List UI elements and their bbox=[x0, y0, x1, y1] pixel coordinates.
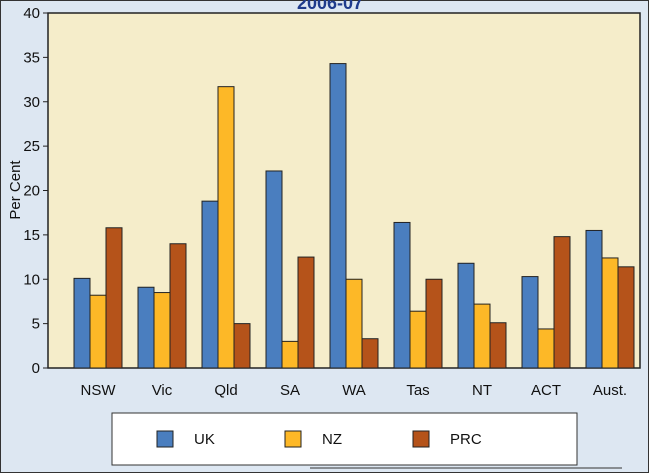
y-tick-label: 0 bbox=[32, 360, 40, 377]
bar bbox=[601, 257, 619, 369]
y-tick-label: 40 bbox=[23, 5, 40, 22]
bar bbox=[345, 278, 363, 369]
bar bbox=[329, 63, 347, 369]
bar bbox=[137, 286, 155, 369]
bar bbox=[153, 292, 171, 369]
legend-swatch bbox=[156, 430, 174, 448]
x-tick-label: Aust. bbox=[593, 382, 627, 399]
bar bbox=[169, 243, 187, 369]
bar bbox=[537, 328, 555, 369]
bar bbox=[521, 276, 539, 369]
x-tick-label: NSW bbox=[81, 382, 117, 399]
y-tick-label: 5 bbox=[32, 316, 40, 333]
x-tick-label: SA bbox=[280, 382, 300, 399]
bar bbox=[425, 278, 443, 369]
x-tick-label: WA bbox=[342, 382, 366, 399]
bar bbox=[105, 227, 123, 369]
bar bbox=[457, 262, 475, 369]
x-tick-label: ACT bbox=[531, 382, 561, 399]
bar bbox=[393, 221, 411, 369]
bar bbox=[617, 266, 635, 369]
bar bbox=[361, 338, 379, 369]
bar bbox=[73, 277, 91, 369]
y-tick-label: 25 bbox=[23, 138, 40, 155]
x-tick-label: NT bbox=[472, 382, 492, 399]
x-tick-label: Tas bbox=[406, 382, 429, 399]
legend-label: UK bbox=[194, 431, 215, 448]
legend-label: PRC bbox=[450, 431, 482, 448]
y-tick-label: 10 bbox=[23, 271, 40, 288]
bar bbox=[297, 256, 315, 369]
bar bbox=[89, 294, 107, 369]
y-tick-label: 20 bbox=[23, 183, 40, 200]
bar bbox=[409, 310, 427, 369]
legend-swatch bbox=[284, 430, 302, 448]
bar bbox=[201, 200, 219, 369]
legend bbox=[111, 412, 578, 466]
y-tick-label: 15 bbox=[23, 227, 40, 244]
y-axis-label: Per Cent bbox=[7, 160, 24, 220]
bar bbox=[553, 236, 571, 369]
bar bbox=[281, 340, 299, 369]
bar bbox=[473, 303, 491, 369]
y-tick-label: 30 bbox=[23, 94, 40, 111]
x-tick-label: Qld bbox=[214, 382, 237, 399]
y-tick-label: 35 bbox=[23, 49, 40, 66]
legend-label: NZ bbox=[322, 431, 342, 448]
bar bbox=[217, 86, 235, 369]
x-tick-label: Vic bbox=[152, 382, 173, 399]
legend-swatch bbox=[412, 430, 430, 448]
bar bbox=[265, 170, 283, 369]
bar bbox=[585, 229, 603, 369]
bar bbox=[489, 322, 507, 369]
bar bbox=[233, 323, 251, 369]
chart-title: 2006-07 bbox=[297, 0, 363, 13]
